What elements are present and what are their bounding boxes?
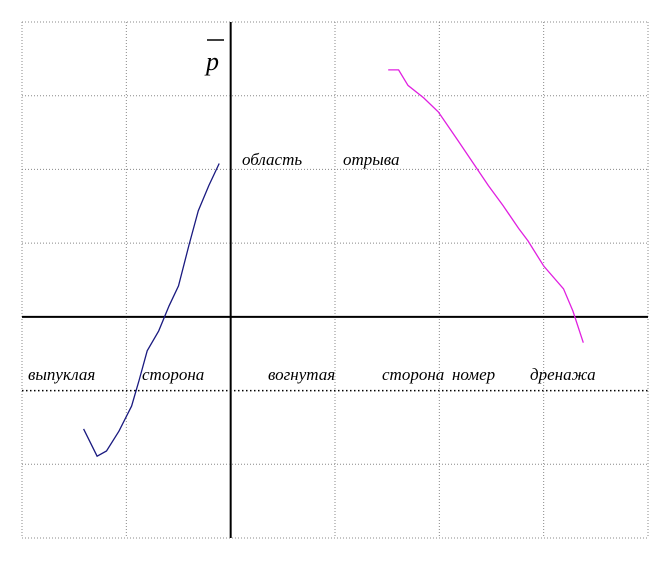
line-series	[388, 69, 584, 343]
annotation: номер	[452, 365, 495, 384]
y-axis-label: p	[204, 47, 219, 76]
annotation: выпуклая	[28, 365, 95, 384]
line-series	[83, 163, 220, 458]
annotation: сторона	[382, 365, 444, 384]
annotation: вогнутая	[268, 365, 335, 384]
annotation: область	[242, 150, 302, 169]
annotation: отрыва	[343, 150, 400, 169]
annotation: дренажа	[530, 365, 596, 384]
annotation: сторона	[142, 365, 204, 384]
